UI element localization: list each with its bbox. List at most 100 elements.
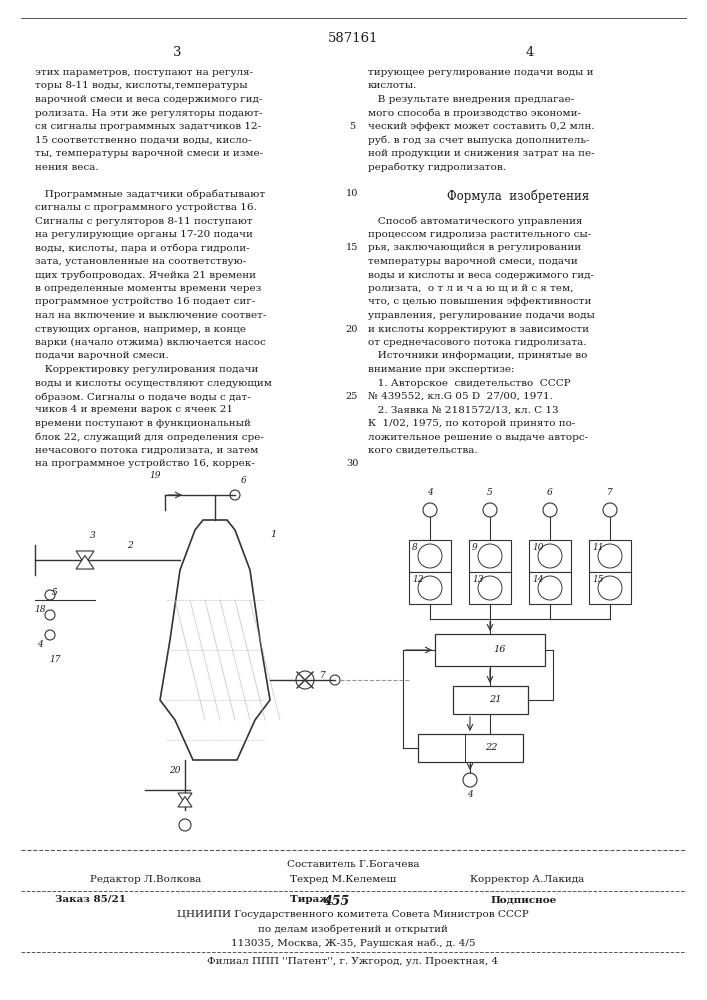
Text: Филиал ППП ''Патент'', г. Ужгород, ул. Проектная, 4: Филиал ППП ''Патент'', г. Ужгород, ул. П…	[207, 957, 498, 966]
Text: 4: 4	[427, 488, 433, 497]
Text: 455: 455	[324, 895, 350, 908]
Text: 4: 4	[467, 790, 473, 799]
Text: 113035, Москва, Ж-35, Раушская наб., д. 4/5: 113035, Москва, Ж-35, Раушская наб., д. …	[230, 938, 475, 948]
Text: 9: 9	[472, 543, 478, 552]
Text: варки (начало отжима) включается насос: варки (начало отжима) включается насос	[35, 338, 266, 347]
Text: воды и кислоты осуществляют следующим: воды и кислоты осуществляют следующим	[35, 378, 272, 387]
Polygon shape	[76, 551, 94, 564]
Text: 25: 25	[346, 392, 358, 401]
Polygon shape	[178, 796, 192, 807]
Text: 17: 17	[49, 655, 61, 664]
Text: программное устройство 16 подает сиг-: программное устройство 16 подает сиг-	[35, 298, 255, 306]
Text: и кислоты корректируют в зависимости: и кислоты корректируют в зависимости	[368, 324, 589, 334]
Text: 15: 15	[346, 243, 358, 252]
Text: 15 соответственно подачи воды, кисло-: 15 соответственно подачи воды, кисло-	[35, 135, 252, 144]
Text: времени поступают в функциональный: времени поступают в функциональный	[35, 419, 251, 428]
Text: чиков 4 и времени варок с ячеек 21: чиков 4 и времени варок с ячеек 21	[35, 406, 233, 414]
Text: 20: 20	[346, 324, 358, 334]
Text: на программное устройство 16, коррек-: на программное устройство 16, коррек-	[35, 460, 255, 468]
Text: 4: 4	[526, 46, 534, 59]
Text: 10: 10	[532, 543, 544, 552]
Text: 2: 2	[127, 541, 133, 550]
Text: Составитель Г.Богачева: Составитель Г.Богачева	[287, 860, 419, 869]
Text: 20: 20	[169, 766, 181, 775]
Text: блок 22, служащий для определения сре-: блок 22, служащий для определения сре-	[35, 432, 264, 442]
Bar	[418, 734, 522, 762]
Text: 1. Авторское  свидетельство  СССР: 1. Авторское свидетельство СССР	[368, 378, 571, 387]
Bar	[452, 686, 527, 714]
Text: Заказ 85/21: Заказ 85/21	[55, 895, 126, 904]
Text: 16: 16	[493, 646, 506, 654]
Text: 4: 4	[37, 640, 43, 649]
Text: 7: 7	[320, 670, 326, 680]
Text: нения веса.: нения веса.	[35, 162, 98, 172]
Polygon shape	[178, 793, 192, 804]
Text: 21: 21	[489, 696, 501, 704]
Text: 6: 6	[547, 488, 553, 497]
Text: 22: 22	[485, 744, 497, 752]
Text: № 439552, кл.G 05 D  27/00, 1971.: № 439552, кл.G 05 D 27/00, 1971.	[368, 392, 553, 401]
Text: 15: 15	[592, 575, 604, 584]
Text: ты, температуры варочной смеси и изме-: ты, температуры варочной смеси и изме-	[35, 149, 263, 158]
Bar	[469, 540, 511, 572]
Text: 5: 5	[52, 588, 58, 597]
Text: В результате внедрения предлагае-: В результате внедрения предлагае-	[368, 95, 574, 104]
Text: Способ автоматического управления: Способ автоматического управления	[368, 217, 583, 226]
Text: руб. в год за счет выпуска дополнитель-: руб. в год за счет выпуска дополнитель-	[368, 135, 590, 145]
Bar	[589, 540, 631, 572]
Text: 11: 11	[592, 543, 604, 552]
Bar	[529, 540, 571, 572]
Text: этих параметров, поступают на регуля-: этих параметров, поступают на регуля-	[35, 68, 253, 77]
Text: Техред М.Келемеш: Техред М.Келемеш	[290, 875, 396, 884]
Text: управления, регулирование подачи воды: управления, регулирование подачи воды	[368, 311, 595, 320]
Text: 12: 12	[412, 575, 423, 584]
Text: нал на включение и выключение соответ-: нал на включение и выключение соответ-	[35, 311, 267, 320]
Text: 5: 5	[487, 488, 493, 497]
Text: Источники информации, принятые во: Источники информации, принятые во	[368, 352, 588, 360]
Polygon shape	[76, 556, 94, 569]
Text: Корректировку регулирования подачи: Корректировку регулирования подачи	[35, 365, 258, 374]
Text: Сигналы с регуляторов 8-11 поступают: Сигналы с регуляторов 8-11 поступают	[35, 217, 252, 226]
Text: по делам изобретений и открытий: по делам изобретений и открытий	[258, 924, 448, 934]
Text: ролизата,  о т л и ч а ю щ и й с я тем,: ролизата, о т л и ч а ю щ и й с я тем,	[368, 284, 573, 293]
Text: Редактор Л.Волкова: Редактор Л.Волкова	[90, 875, 201, 884]
Text: 2. Заявка № 2181572/13, кл. С 13: 2. Заявка № 2181572/13, кл. С 13	[368, 406, 559, 414]
Bar	[529, 572, 571, 604]
Text: 13: 13	[472, 575, 484, 584]
Text: 19: 19	[149, 471, 160, 480]
Text: сигналы с программного устройства 16.: сигналы с программного устройства 16.	[35, 203, 257, 212]
Text: образом. Сигналы о подаче воды с дат-: образом. Сигналы о подаче воды с дат-	[35, 392, 251, 401]
Text: Программные задатчики обрабатывают: Программные задатчики обрабатывают	[35, 190, 265, 199]
Bar	[469, 572, 511, 604]
Text: воды, кислоты, пара и отбора гидроли-: воды, кислоты, пара и отбора гидроли-	[35, 243, 250, 253]
Text: 30: 30	[346, 460, 358, 468]
Text: подачи варочной смеси.: подачи варочной смеси.	[35, 352, 169, 360]
Text: Подписное: Подписное	[490, 895, 556, 904]
Text: торы 8-11 воды, кислоты,температуры: торы 8-11 воды, кислоты,температуры	[35, 82, 247, 91]
Text: 3: 3	[173, 46, 181, 59]
Text: 10: 10	[346, 190, 358, 198]
Text: кислоты.: кислоты.	[368, 82, 417, 91]
Text: зата, установленные на соответствую-: зата, установленные на соответствую-	[35, 257, 246, 266]
Text: ролизата. На эти же регуляторы подают-: ролизата. На эти же регуляторы подают-	[35, 108, 262, 117]
Text: процессом гидролиза растительного сы-: процессом гидролиза растительного сы-	[368, 230, 591, 239]
Text: Формула  изобретения: Формула изобретения	[447, 190, 589, 203]
Text: реработку гидролизатов.: реработку гидролизатов.	[368, 162, 506, 172]
Text: от среднечасового потока гидролизата.: от среднечасового потока гидролизата.	[368, 338, 587, 347]
Text: 3: 3	[90, 531, 95, 540]
Text: тирующее регулирование подачи воды и: тирующее регулирование подачи воды и	[368, 68, 593, 77]
Text: 18: 18	[34, 605, 46, 614]
Text: 1: 1	[270, 530, 276, 539]
Text: ческий эффект может составить 0,2 млн.: ческий эффект может составить 0,2 млн.	[368, 122, 595, 131]
Text: ной продукции и снижения затрат на пе-: ной продукции и снижения затрат на пе-	[368, 149, 595, 158]
Text: на регулирующие органы 17-20 подачи: на регулирующие органы 17-20 подачи	[35, 230, 253, 239]
Text: 7: 7	[607, 488, 613, 497]
Text: 587161: 587161	[328, 32, 378, 45]
Text: что, с целью повышения эффективности: что, с целью повышения эффективности	[368, 298, 591, 306]
Text: щих трубопроводах. Ячейка 21 времени: щих трубопроводах. Ячейка 21 времени	[35, 270, 256, 280]
Text: Тираж: Тираж	[290, 895, 334, 904]
Text: нечасового потока гидролизата, и затем: нечасового потока гидролизата, и затем	[35, 446, 258, 455]
Text: кого свидетельства.: кого свидетельства.	[368, 446, 478, 455]
Text: варочной смеси и веса содержимого гид-: варочной смеси и веса содержимого гид-	[35, 95, 262, 104]
Text: ся сигналы программных задатчиков 12-: ся сигналы программных задатчиков 12-	[35, 122, 261, 131]
